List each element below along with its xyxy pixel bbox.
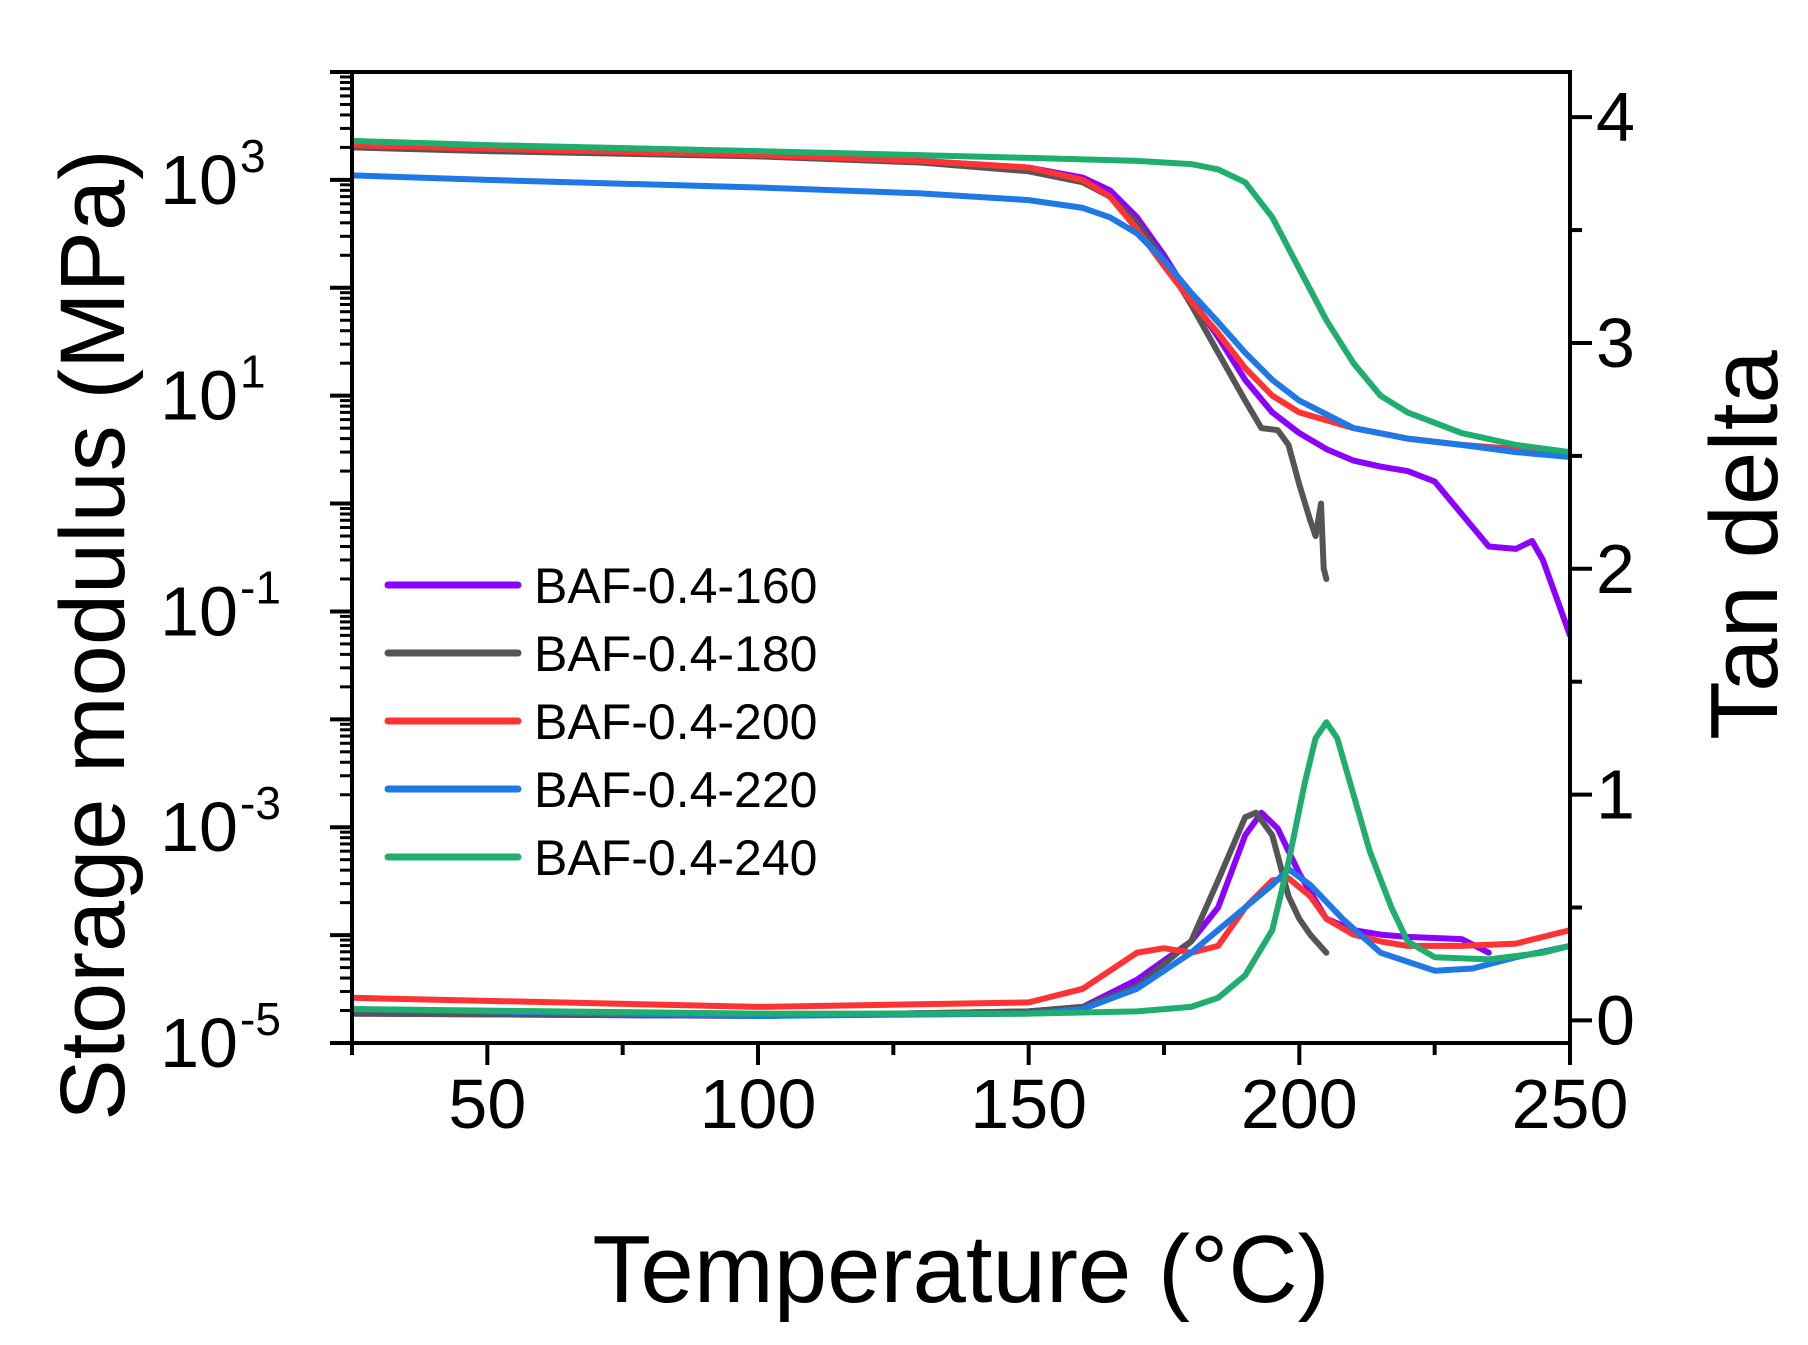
y-left-tick-exponent: -3 [240,777,281,829]
y-left-tick-label: 10 [160,1004,238,1082]
y-left-tick-exponent: 1 [240,346,266,398]
tan-delta-line-baf-0-4-160 [352,809,1492,1019]
legend-label: BAF-0.4-220 [534,762,817,818]
legend-label: BAF-0.4-160 [534,558,817,614]
y-right-tick-label: 0 [1596,981,1635,1059]
axis-ticks [330,70,1592,1065]
x-tick-label: 50 [448,1065,526,1143]
y-left-tick-label: 10 [160,788,238,866]
legend: BAF-0.4-160 BAF-0.4-180 BAF-0.4-200 BAF-0.4… [384,558,817,886]
y-left-tick-exponent: -5 [240,993,281,1045]
legend-label: BAF-0.4-200 [534,694,817,750]
x-tick-label: 200 [1241,1065,1358,1143]
legend-label: BAF-0.4-240 [534,830,817,886]
y-right-tick-label: 4 [1596,78,1635,156]
y-left-tick-exponent: -1 [240,561,281,613]
y-right-tick-label: 3 [1596,304,1635,382]
x-tick-label: 100 [700,1065,817,1143]
storage-modulus-line-baf-0-4-240 [352,137,1570,456]
y-axis-title-right: Tan delta [1691,350,1798,740]
x-axis-title: Temperature (°C) [592,1216,1329,1323]
storage-modulus-line-baf-0-4-180 [352,144,1330,582]
tan-delta-line-baf-0-4-240 [352,719,1570,1017]
y-left-tick-label: 10 [160,141,238,219]
y-right-tick-label: 2 [1596,530,1635,608]
legend-label: BAF-0.4-180 [534,626,817,682]
y-left-tick-label: 10 [160,357,238,435]
y-axis-title-left: Storage modulus (MPa) [42,149,144,1121]
y-left-tick-label: 10 [160,572,238,650]
storage-modulus-line-baf-0-4-200 [352,142,1570,456]
x-tick-label: 250 [1512,1065,1629,1143]
x-tick-label: 150 [970,1065,1087,1143]
plot-frame [350,70,1572,1045]
data-series [352,137,1570,1019]
y-right-tick-label: 1 [1596,756,1635,834]
storage-modulus-line-baf-0-4-220 [352,172,1570,460]
tan-delta-line-baf-0-4-180 [352,809,1330,1019]
y-left-tick-exponent: 3 [240,130,266,182]
